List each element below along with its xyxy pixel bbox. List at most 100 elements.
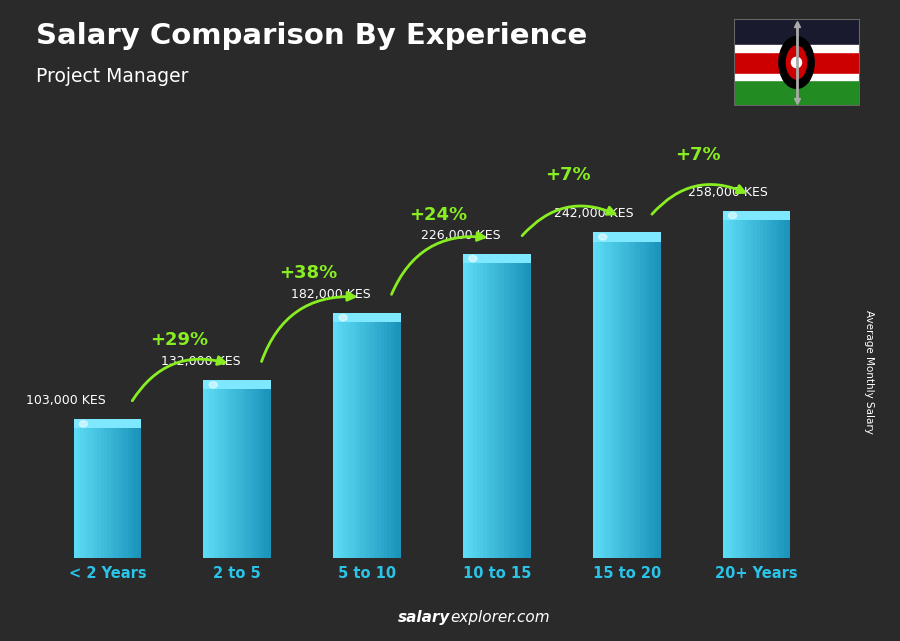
Text: +7%: +7% — [545, 166, 591, 184]
Bar — [464, 254, 531, 263]
Bar — [101, 419, 104, 558]
Bar — [470, 254, 473, 558]
Bar — [391, 313, 394, 558]
Bar — [230, 380, 234, 558]
Bar — [524, 254, 527, 558]
Bar — [626, 233, 630, 558]
Bar — [77, 419, 80, 558]
Bar — [757, 211, 760, 558]
Bar — [251, 380, 254, 558]
Bar — [657, 233, 661, 558]
Bar — [364, 313, 367, 558]
Bar — [730, 211, 733, 558]
Bar — [87, 419, 91, 558]
Bar — [597, 233, 599, 558]
Ellipse shape — [209, 382, 217, 388]
Bar — [248, 380, 251, 558]
Bar — [497, 254, 500, 558]
Bar — [340, 313, 344, 558]
Bar — [224, 380, 227, 558]
Bar — [487, 254, 491, 558]
Bar — [750, 211, 753, 558]
Bar — [360, 313, 364, 558]
Ellipse shape — [791, 57, 802, 68]
Bar — [630, 233, 634, 558]
Bar — [620, 233, 624, 558]
Bar — [97, 419, 101, 558]
Bar — [203, 380, 271, 390]
Bar — [518, 254, 520, 558]
Bar — [213, 380, 217, 558]
Bar — [80, 419, 84, 558]
Bar — [491, 254, 493, 558]
Bar — [740, 211, 743, 558]
Bar — [240, 380, 244, 558]
Bar — [377, 313, 381, 558]
Ellipse shape — [339, 315, 347, 320]
Bar — [387, 313, 391, 558]
Bar — [493, 254, 497, 558]
Bar — [593, 233, 661, 242]
Bar — [464, 254, 466, 558]
Bar — [384, 313, 387, 558]
Bar — [138, 419, 141, 558]
Bar — [770, 211, 773, 558]
Text: 103,000 KES: 103,000 KES — [26, 394, 105, 407]
Text: +29%: +29% — [149, 331, 208, 349]
Bar — [121, 419, 124, 558]
Text: 258,000 KES: 258,000 KES — [688, 186, 768, 199]
Bar — [374, 313, 377, 558]
Bar — [527, 254, 531, 558]
Bar — [346, 313, 350, 558]
Bar — [466, 254, 470, 558]
Bar — [350, 313, 354, 558]
Bar — [333, 313, 337, 558]
Bar — [203, 380, 207, 558]
Bar — [267, 380, 271, 558]
Bar — [265, 380, 267, 558]
Bar — [599, 233, 603, 558]
Bar — [114, 419, 118, 558]
Bar — [780, 211, 784, 558]
Bar — [367, 313, 371, 558]
Bar — [644, 233, 647, 558]
Bar — [784, 211, 787, 558]
Bar — [763, 211, 767, 558]
Bar — [640, 233, 644, 558]
Bar — [504, 254, 507, 558]
Bar — [746, 211, 750, 558]
Bar — [337, 313, 340, 558]
Bar — [647, 233, 651, 558]
Bar — [227, 380, 230, 558]
Ellipse shape — [787, 46, 806, 79]
Bar — [507, 254, 510, 558]
Bar — [473, 254, 477, 558]
Text: +7%: +7% — [675, 146, 721, 164]
Ellipse shape — [778, 37, 814, 88]
Bar — [624, 233, 626, 558]
Bar — [520, 254, 524, 558]
Bar — [74, 419, 77, 558]
Bar — [381, 313, 384, 558]
Bar — [613, 233, 617, 558]
Bar — [736, 211, 740, 558]
Bar — [653, 233, 657, 558]
Bar — [354, 313, 357, 558]
Bar — [773, 211, 777, 558]
Bar — [394, 313, 398, 558]
Text: 182,000 KES: 182,000 KES — [291, 288, 371, 301]
Bar — [111, 419, 114, 558]
Bar — [104, 419, 107, 558]
Bar — [134, 419, 138, 558]
Bar — [734, 48, 860, 77]
Bar — [131, 419, 134, 558]
Bar — [118, 419, 121, 558]
Bar — [91, 419, 94, 558]
Bar — [207, 380, 211, 558]
Text: 226,000 KES: 226,000 KES — [421, 229, 500, 242]
Bar — [261, 380, 265, 558]
Bar — [500, 254, 504, 558]
Bar — [723, 211, 726, 558]
Bar — [593, 233, 597, 558]
Bar — [398, 313, 400, 558]
